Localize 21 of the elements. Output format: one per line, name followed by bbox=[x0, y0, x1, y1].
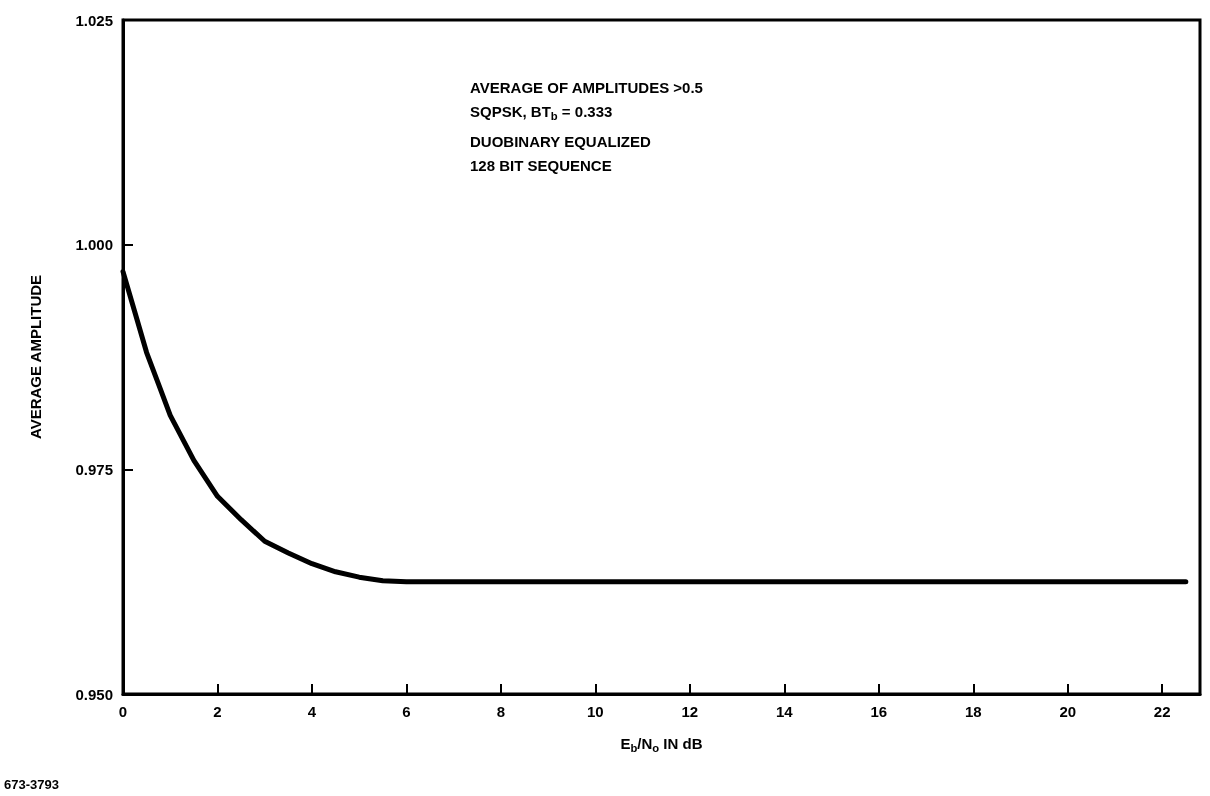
y-tick-label: 1.000 bbox=[75, 236, 113, 254]
x-tick-label: 4 bbox=[307, 703, 317, 720]
annotation: DUOBINARY EQUALIZED bbox=[470, 133, 652, 150]
annotation: AVERAGE OF AMPLITUDES >0.5 bbox=[470, 79, 703, 96]
x-tick-label: 6 bbox=[402, 703, 411, 720]
x-tick-label: 16 bbox=[870, 703, 888, 720]
y-axis-title: AVERAGE AMPLITUDE bbox=[27, 274, 44, 440]
x-tick-label: 8 bbox=[496, 703, 506, 720]
x-tick-label: 0 bbox=[118, 703, 128, 720]
x-tick-label: 10 bbox=[587, 703, 604, 720]
y-tick-label: 0.975 bbox=[75, 460, 113, 478]
annotation: 128 BIT SEQUENCE bbox=[470, 157, 612, 174]
x-tick-label: 14 bbox=[775, 703, 794, 720]
x-tick-label: 2 bbox=[213, 703, 222, 720]
y-tick-label: 1.025 bbox=[75, 11, 113, 29]
y-tick-label: 0.950 bbox=[75, 685, 113, 703]
x-tick-label: 12 bbox=[681, 703, 699, 720]
text: 673-3793 bbox=[4, 777, 59, 792]
x-tick-label: 22 bbox=[1153, 703, 1171, 720]
x-tick-label: 18 bbox=[964, 703, 982, 720]
x-tick-label: 20 bbox=[1059, 703, 1077, 720]
